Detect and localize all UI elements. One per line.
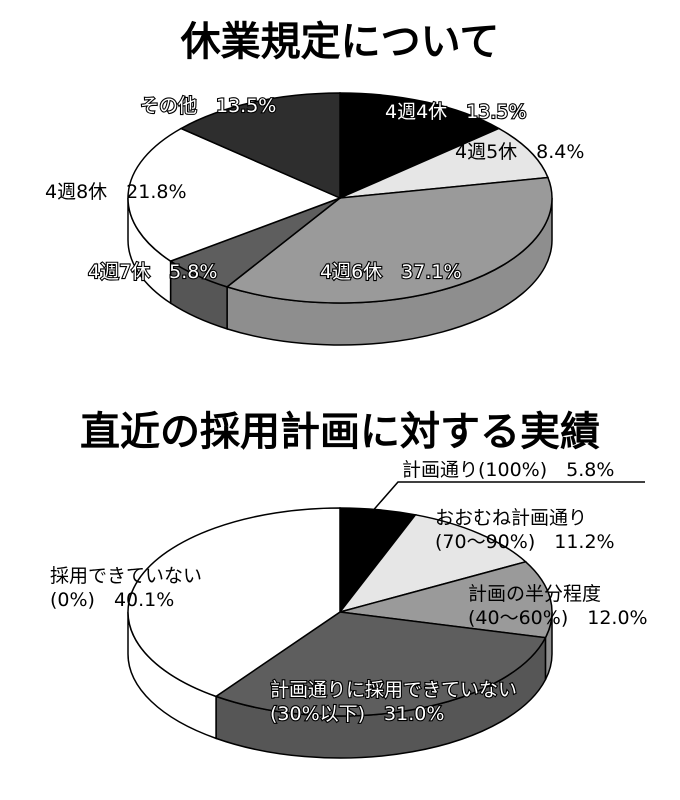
leader-line-hiring-0 bbox=[369, 481, 645, 515]
pie-chart-holiday: 4週4休 13.5% 4週5休 8.4% 4週6休 37.1% 4週7休 5.8% 4週… bbox=[45, 92, 584, 346]
holiday-sides bbox=[127, 197, 553, 346]
label-holiday-0: 4週4休 13.5% bbox=[385, 101, 527, 123]
chart-title-holiday: 休業規定について bbox=[180, 19, 500, 65]
hiring-slices bbox=[127, 507, 553, 717]
holiday-slice-0 bbox=[339, 92, 501, 200]
label-holiday-2: 4週6休 37.1% bbox=[320, 261, 462, 283]
label-hiring-0: 計画通り(100%) 5.8% bbox=[402, 459, 614, 481]
label-holiday-5: その他 13.5% bbox=[140, 95, 276, 117]
label-holiday-4: 4週8休 21.8% bbox=[45, 181, 187, 203]
hiring-slice-2 bbox=[339, 560, 553, 639]
label-hiring-4: 採用できていない(0%) 40.1% bbox=[50, 565, 202, 611]
holiday-slice-2 bbox=[225, 176, 553, 304]
label-hiring-3: 計画通りに採用できていない(30%以下) 31.0% bbox=[270, 679, 517, 725]
label-holiday-3: 4週7休 5.8% bbox=[88, 261, 217, 283]
label-hiring-1: おおむね計画通り(70～90%) 11.2% bbox=[435, 507, 615, 553]
label-holiday-1: 4週5休 8.4% bbox=[455, 141, 584, 163]
chart-title-hiring: 直近の採用計画に対する実績 bbox=[80, 409, 600, 455]
hiring-slice-1 bbox=[338, 513, 528, 614]
holiday-slice-4 bbox=[127, 127, 342, 262]
holiday-slices bbox=[127, 92, 553, 304]
pie-chart-hiring: 計画通り(100%) 5.8% おおむね計画通り(70～90%) 11.2% 計画の… bbox=[50, 459, 648, 759]
hiring-slice-4 bbox=[127, 507, 341, 698]
label-hiring-2: 計画の半分程度(40～60%) 12.0% bbox=[468, 583, 648, 629]
holiday-slice-1 bbox=[339, 127, 550, 199]
hiring-slice-3 bbox=[214, 611, 547, 717]
holiday-slice-5 bbox=[179, 92, 341, 200]
